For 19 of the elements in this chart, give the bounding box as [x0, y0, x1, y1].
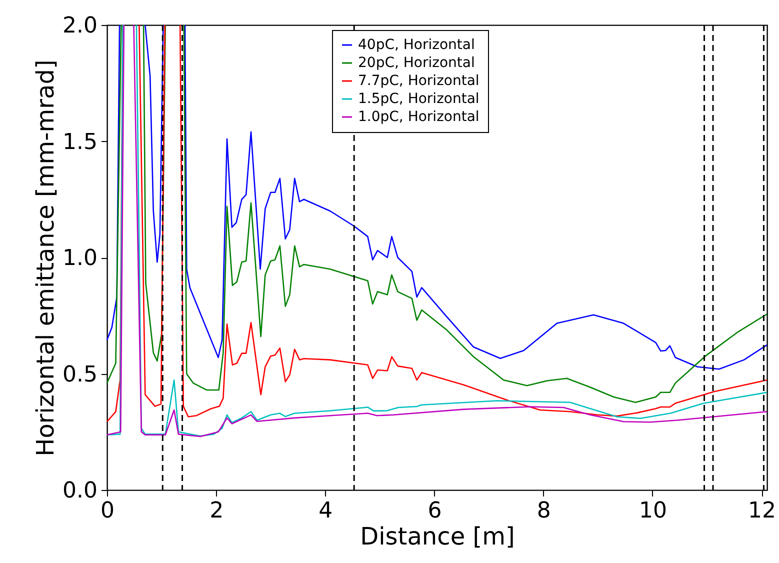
y-axis-title: Horizontal emittance [mm-mrad]	[32, 60, 60, 456]
x-tick-label: 2	[210, 498, 224, 524]
x-tick-label: 0	[100, 498, 114, 524]
y-tick-label: 1.0	[62, 246, 98, 271]
x-tick-label: 4	[318, 498, 333, 524]
x-tick-label: 12	[748, 498, 776, 524]
y-tick-label: 2.0	[62, 14, 98, 38]
x-axis-title: Distance [m]	[360, 522, 515, 550]
y-tick-label: 0.5	[62, 362, 98, 388]
y-tick-label: 1.5	[62, 130, 98, 155]
x-tick-label: 10	[638, 498, 667, 524]
x-tick-label: 8	[536, 498, 551, 524]
legend-label: 7.7pC, Horizontal	[358, 73, 480, 89]
legend-label: 40pC, Horizontal	[358, 37, 475, 53]
x-tick-label: 6	[428, 498, 442, 524]
legend-label: 20pC, Horizontal	[358, 55, 475, 71]
y-tick-label: 0.0	[62, 478, 98, 504]
legend-label: 1.0pC, Horizontal	[358, 109, 480, 125]
legend-label: 1.5pC, Horizontal	[358, 91, 480, 107]
